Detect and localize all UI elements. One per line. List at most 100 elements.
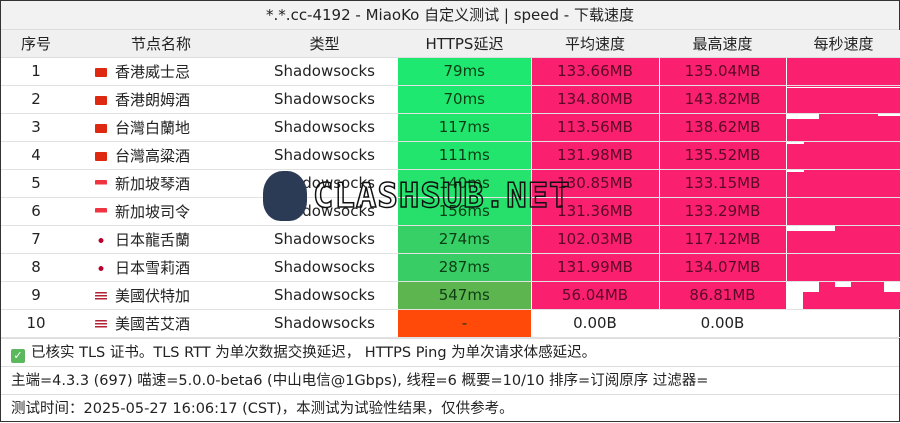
https-latency: 117ms [398,113,531,141]
https-latency: 70ms [398,85,531,113]
node-name-text: 美國伏特加 [115,287,190,305]
max-speed: 135.52MB [659,141,786,169]
per-second-speed-chart [786,197,900,225]
speed-dip [787,170,804,172]
https-latency: 547ms [398,281,531,309]
node-name-text: 香港朗姆酒 [115,91,190,109]
node-type: Shadowsocks [251,309,398,337]
jp-flag-icon [95,264,107,273]
https-latency: - [398,309,531,337]
test-info: 主端=4.3.3 (697) 喵速=5.0.0-beta6 (中山电信@1Gbp… [1,366,899,394]
row-index: 2 [1,85,71,113]
per-second-speed-chart [786,113,900,141]
jp-flag-icon [95,236,107,245]
avg-speed: 133.66MB [531,57,659,85]
per-second-speed-chart [786,253,900,281]
max-speed: 133.29MB [659,197,786,225]
row-index: 10 [1,309,71,337]
table-row[interactable]: 2 香港朗姆酒 Shadowsocks 70ms 134.80MB 143.82… [1,85,900,113]
node-type: Shadowsocks [251,225,398,253]
table-row[interactable]: 4 台灣高粱酒 Shadowsocks 111ms 131.98MB 135.5… [1,141,900,169]
sg-flag-icon [95,208,107,217]
row-index: 6 [1,197,71,225]
https-latency: 79ms [398,57,531,85]
per-second-speed-chart [786,85,900,113]
max-speed: 138.62MB [659,113,786,141]
row-index: 9 [1,281,71,309]
node-name-text: 美國苦艾酒 [115,315,190,333]
node-name-text: 新加坡琴酒 [115,175,190,193]
https-latency: 156ms [398,197,531,225]
avg-speed: 0.00B [531,309,659,337]
hk-flag-icon [95,96,107,105]
avg-speed: 131.36MB [531,197,659,225]
table-row[interactable]: 7 日本龍舌蘭 Shadowsocks 274ms 102.03MB 117.1… [1,225,900,253]
node-name: 新加坡司令 [71,197,251,225]
avg-speed: 113.56MB [531,113,659,141]
us-flag-icon [95,320,107,329]
window-title: *.*.cc-4192 - MiaoKo 自定义测试 | speed - 下载速… [1,1,899,30]
tls-note: ✓ 已核实 TLS 证书。TLS RTT 为单次数据交换延迟， HTTPS Pin… [1,338,899,366]
node-name-text: 香港威士忌 [115,63,190,81]
per-second-speed-chart [786,281,900,309]
table-row[interactable]: 9 美國伏特加 Shadowsocks 547ms 56.04MB 86.81M… [1,281,900,309]
node-name: 日本雪莉酒 [71,253,251,281]
max-speed: 0.00B [659,309,786,337]
us-flag-icon [95,292,107,301]
table-row[interactable]: 1 香港威士忌 Shadowsocks 79ms 133.66MB 135.04… [1,57,900,85]
max-speed: 86.81MB [659,281,786,309]
speed-dip [878,114,900,117]
max-speed: 133.15MB [659,169,786,197]
test-time: 测试时间：2025-05-27 16:06:17 (CST)，本测试为试验性结果… [1,394,899,422]
table-row[interactable]: 6 新加坡司令 Shadowsocks 156ms 131.36MB 133.2… [1,197,900,225]
speed-dip [835,282,851,287]
per-second-speed-chart [786,309,900,337]
table-row[interactable]: 5 新加坡琴酒 Shadowsocks 140ms 130.85MB 133.1… [1,169,900,197]
column-header: 最高速度 [659,30,786,57]
checkbox-icon: ✓ [11,349,25,363]
sg-flag-icon [95,180,107,189]
speed-dip [787,282,803,309]
node-name-text: 日本雪莉酒 [115,259,190,277]
per-second-speed-chart [786,141,900,169]
https-latency: 140ms [398,169,531,197]
table-row[interactable]: 3 台灣白蘭地 Shadowsocks 117ms 113.56MB 138.6… [1,113,900,141]
table-row[interactable]: 10 美國苦艾酒 Shadowsocks - 0.00B 0.00B [1,309,900,337]
https-latency: 287ms [398,253,531,281]
node-type: Shadowsocks [251,141,398,169]
node-type: Shadowsocks [251,169,398,197]
node-name: 新加坡琴酒 [71,169,251,197]
node-name-text: 日本龍舌蘭 [115,231,190,249]
per-second-speed-chart [786,57,900,85]
avg-speed: 131.98MB [531,141,659,169]
speed-dip [787,226,835,232]
avg-speed: 134.80MB [531,85,659,113]
node-type: Shadowsocks [251,85,398,113]
max-speed: 143.82MB [659,85,786,113]
speed-dip [803,282,819,293]
column-header: 节点名称 [71,30,251,57]
node-type: Shadowsocks [251,253,398,281]
node-name: 台灣白蘭地 [71,113,251,141]
avg-speed: 131.99MB [531,253,659,281]
avg-speed: 102.03MB [531,225,659,253]
speed-dip [787,142,804,144]
tls-note-text: 已核实 TLS 证书。TLS RTT 为单次数据交换延迟， HTTPS Ping… [31,345,596,361]
node-name: 日本龍舌蘭 [71,225,251,253]
row-index: 5 [1,169,71,197]
node-name-text: 台灣白蘭地 [115,119,190,137]
row-index: 8 [1,253,71,281]
column-header: 类型 [251,30,398,57]
column-header: HTTPS延迟 [398,30,531,57]
table-row[interactable]: 8 日本雪莉酒 Shadowsocks 287ms 131.99MB 134.0… [1,253,900,281]
max-speed: 134.07MB [659,253,786,281]
node-type: Shadowsocks [251,197,398,225]
speed-dip [884,282,900,293]
speed-dip [787,87,900,88]
per-second-speed-chart [786,169,900,197]
https-latency: 111ms [398,141,531,169]
https-latency: 274ms [398,225,531,253]
column-header: 序号 [1,30,71,57]
node-name-text: 台灣高粱酒 [115,147,190,165]
